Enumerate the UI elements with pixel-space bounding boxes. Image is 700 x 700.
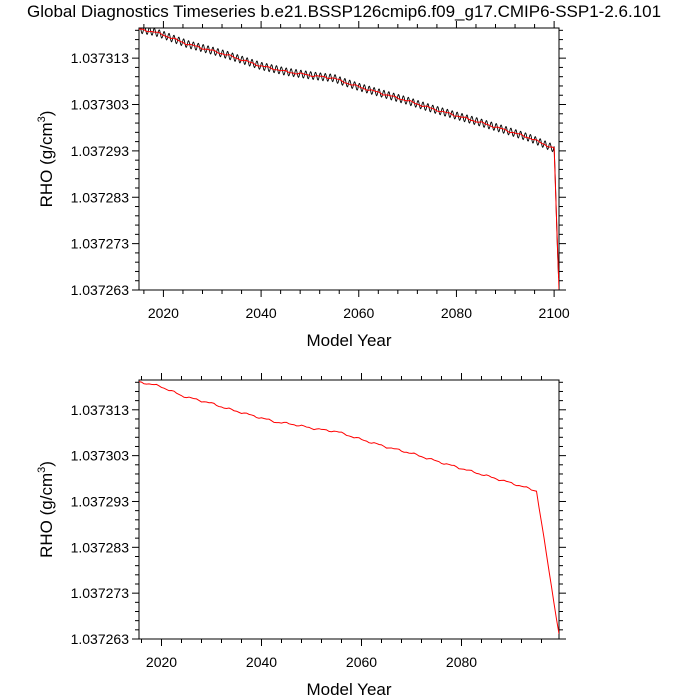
y-tick-label: 1.037263: [71, 282, 130, 298]
series-group: [139, 28, 559, 290]
series-group: [139, 381, 559, 634]
y-axis-label: RHO (g/cm3): [36, 111, 56, 208]
y-tick-label: 1.037293: [71, 143, 130, 159]
y-tick-label: 1.037293: [71, 493, 130, 509]
y-axis-label: RHO (g/cm3): [36, 461, 56, 558]
plot-frame: [138, 379, 560, 640]
series-line-annual: [139, 28, 559, 290]
y-tick-label: 1.037273: [71, 585, 130, 601]
x-tick-label: 2040: [246, 654, 277, 670]
y-tick-label: 1.037283: [71, 539, 130, 555]
x-axis-label: Model Year: [306, 331, 391, 350]
y-tick-label: 1.037283: [71, 189, 130, 205]
x-tick-label: 2100: [539, 305, 570, 321]
bottom-chart-panel: 2020 2040 2060 2080 1.037313 1.037303 1.037293…: [36, 373, 566, 699]
x-tick-label: 2020: [146, 654, 177, 670]
plot-frame: [138, 27, 560, 291]
series-line-annual: [139, 381, 559, 634]
x-axis-label: Model Year: [306, 680, 391, 699]
y-tick-label: 1.037273: [71, 236, 130, 252]
y-tick-label: 1.037263: [71, 631, 130, 647]
y-tick-label: 1.037313: [71, 402, 130, 418]
x-tick-label: 2080: [446, 654, 477, 670]
figure-title: Global Diagnostics Timeseries b.e21.BSSP…: [27, 2, 662, 21]
top-chart-panel: 2020 2040 2060 2080 2100 1.037313 1.037303 1.03…: [36, 21, 570, 350]
x-tick-label: 2060: [346, 654, 377, 670]
y-tick-label: 1.037303: [71, 97, 130, 113]
x-tick-label: 2060: [343, 305, 374, 321]
x-tick-label: 2040: [246, 305, 277, 321]
x-tick-label: 2080: [441, 305, 472, 321]
x-tick-label: 2020: [148, 305, 179, 321]
series-line-monthly: [140, 28, 559, 278]
y-tick-label: 1.037303: [71, 448, 130, 464]
y-tick-label: 1.037313: [71, 50, 130, 66]
